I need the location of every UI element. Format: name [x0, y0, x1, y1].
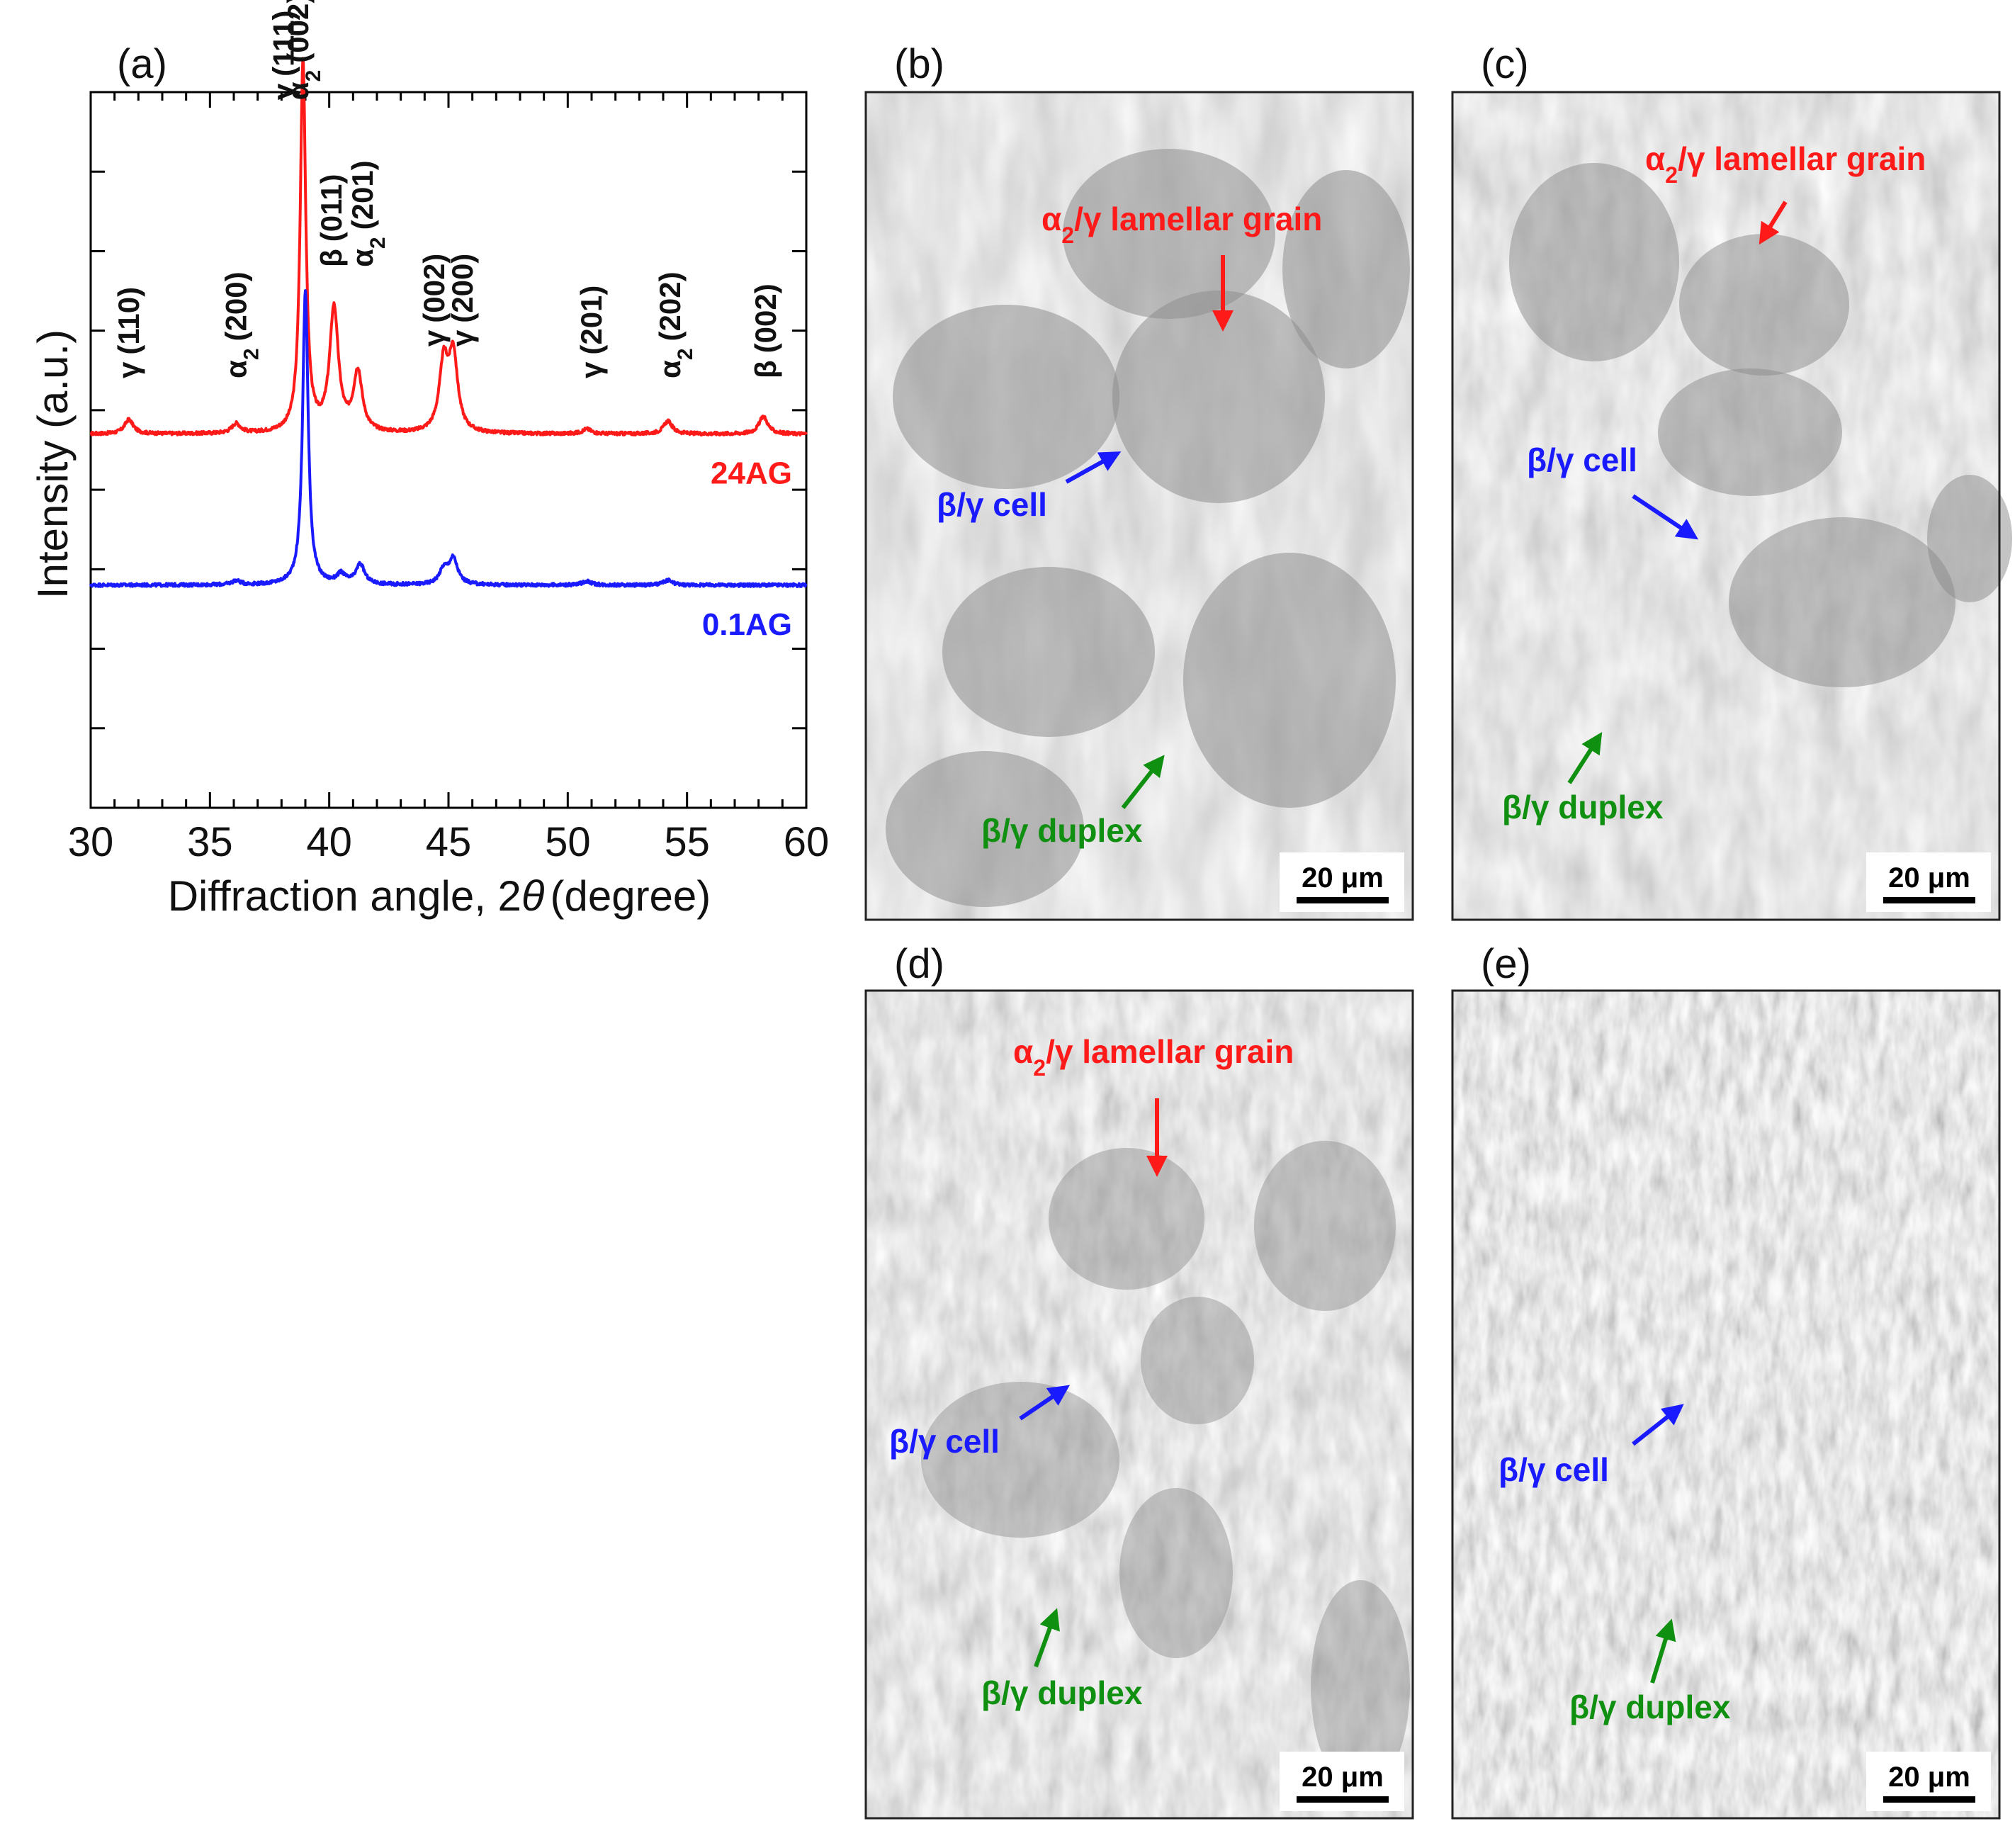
micrograph-c: (c) 20 μm α2/γ lamellar grain β/γ cell β…: [1451, 41, 2012, 921]
arrow-duplex-e: [1650, 1618, 1676, 1684]
panel-tag-a: (a): [117, 41, 167, 87]
peak-label: β(002): [749, 283, 782, 378]
micrograph-frame-c: [1451, 91, 2001, 921]
label-lamellar-grain-b: α2/γ lamellar grain: [1042, 201, 1322, 248]
scale-bar-d: 20 μm: [1280, 1752, 1404, 1811]
series-label-01ag: 0.1AG: [702, 607, 792, 642]
arrow-cell-e: [1632, 1404, 1684, 1446]
scale-bar-b: 20 μm: [1280, 852, 1404, 912]
annotation-duplex-b: β/γ duplex: [981, 755, 1165, 849]
label-cell-c: β/γ cell: [1527, 441, 1637, 478]
annotation-cell-d: β/γ cell: [889, 1385, 1070, 1460]
scale-bar-label-d: 20 μm: [1302, 1762, 1384, 1793]
label-lamellar-grain-c: α2/γ lamellar grain: [1645, 140, 1926, 188]
annotation-lamellar-b: α2/γ lamellar grain: [1042, 201, 1322, 332]
label-cell-d: β/γ cell: [889, 1423, 1000, 1460]
scale-bar-c: 20 μm: [1866, 852, 1991, 912]
panel-tag-d: (d): [894, 941, 944, 987]
y-axis-label: Intensity (a.u.): [29, 329, 77, 599]
peak-label: α2(002): [281, 0, 325, 100]
micrograph-frame-b: [864, 91, 1414, 921]
x-tick-label: 60: [784, 819, 830, 865]
peak-label: α2(202): [653, 271, 697, 378]
peak-label: γ(111): [267, 10, 300, 100]
arrow-cell-d: [1019, 1385, 1070, 1421]
micrograph-b: (b) 20 μm α2/γ lamellar grain β/γ cell β…: [864, 41, 1414, 921]
annotation-duplex-c: β/γ duplex: [1502, 731, 1664, 826]
annotation-lamellar-c: α2/γ lamellar grain: [1645, 140, 1926, 245]
x-tick-label: 45: [426, 819, 472, 865]
panel-tag-c: (c): [1481, 41, 1529, 87]
micrograph-d: (d) 20 μm α2/γ lamellar grain β/γ cell β…: [864, 941, 1414, 1820]
micrograph-frame-e: [1451, 989, 2001, 1820]
label-cell-e: β/γ cell: [1498, 1451, 1609, 1488]
arrow-duplex-b: [1121, 755, 1165, 809]
label-duplex-d: β/γ duplex: [981, 1674, 1143, 1711]
grain-overlay-b: [886, 149, 1410, 907]
xrd-chart: (a) 30 35 40 45 50 55 60 24AG 0.1AG γ(110) α2(200)…: [29, 0, 829, 920]
annotation-lamellar-d: α2/γ lamellar grain: [1013, 1033, 1294, 1177]
arrow-duplex-c: [1567, 731, 1603, 784]
plot-frame: [89, 91, 808, 809]
xrd-plot-area: 30 35 40 45 50 55 60 24AG 0.1AG γ(110) α2(200) γ(11…: [68, 0, 830, 865]
annotation-cell-c: β/γ cell: [1527, 441, 1698, 540]
peak-label: α2(200): [219, 271, 263, 378]
label-duplex-b: β/γ duplex: [981, 812, 1143, 849]
series-label-24ag: 24AG: [711, 456, 792, 491]
scale-bar-label-b: 20 μm: [1302, 862, 1384, 894]
micrograph-image-e: [1452, 991, 1999, 1818]
panel-tag-b: (b): [894, 41, 944, 87]
annotation-duplex-e: β/γ duplex: [1569, 1618, 1731, 1725]
label-cell-b: β/γ cell: [937, 486, 1047, 523]
annotation-cell-e: β/γ cell: [1498, 1404, 1684, 1488]
micrograph-e: (e) 20 μm β/γ cell β/γ duplex: [1451, 941, 2001, 1820]
series-line-01ag: [89, 289, 808, 588]
scale-bar-label-e: 20 μm: [1888, 1762, 1970, 1793]
micrograph-image-d: [866, 991, 1413, 1818]
arrow-cell-c: [1632, 494, 1698, 540]
annotation-duplex-d: β/γ duplex: [981, 1608, 1143, 1711]
annotation-cell-b: β/γ cell: [937, 451, 1122, 523]
micrograph-frame-d: [864, 989, 1414, 1820]
label-lamellar-grain-d: α2/γ lamellar grain: [1013, 1033, 1294, 1081]
x-tick-label: 50: [545, 819, 591, 865]
peak-label: β(011): [315, 174, 348, 267]
panel-tag-e: (e): [1481, 941, 1531, 987]
peak-label: α2(201): [346, 160, 390, 267]
grain-overlay-c: [1509, 163, 2012, 687]
arrow-lamellar-c: [1759, 201, 1788, 245]
arrow-cell-b: [1065, 451, 1122, 484]
label-duplex-c: β/γ duplex: [1502, 789, 1664, 826]
x-tick-label: 40: [306, 819, 352, 865]
label-duplex-e: β/γ duplex: [1569, 1689, 1731, 1725]
x-tick-label: 30: [68, 819, 114, 865]
peak-label: γ(002): [417, 254, 451, 346]
x-axis-label: Diffraction angle, 2θ (degree): [168, 872, 711, 920]
scale-bar-label-c: 20 μm: [1888, 862, 1970, 894]
arrow-duplex-d: [1034, 1608, 1060, 1668]
series-line-24ag: [89, 57, 808, 436]
grain-overlay-d: [921, 1141, 1410, 1793]
peak-label: γ(201): [575, 286, 608, 378]
peak-label: γ(110): [112, 287, 145, 378]
x-tick-label: 35: [187, 819, 233, 865]
peak-label: γ(200): [446, 254, 479, 346]
scale-bar-e: 20 μm: [1866, 1752, 1991, 1811]
x-tick-label: 55: [664, 819, 710, 865]
